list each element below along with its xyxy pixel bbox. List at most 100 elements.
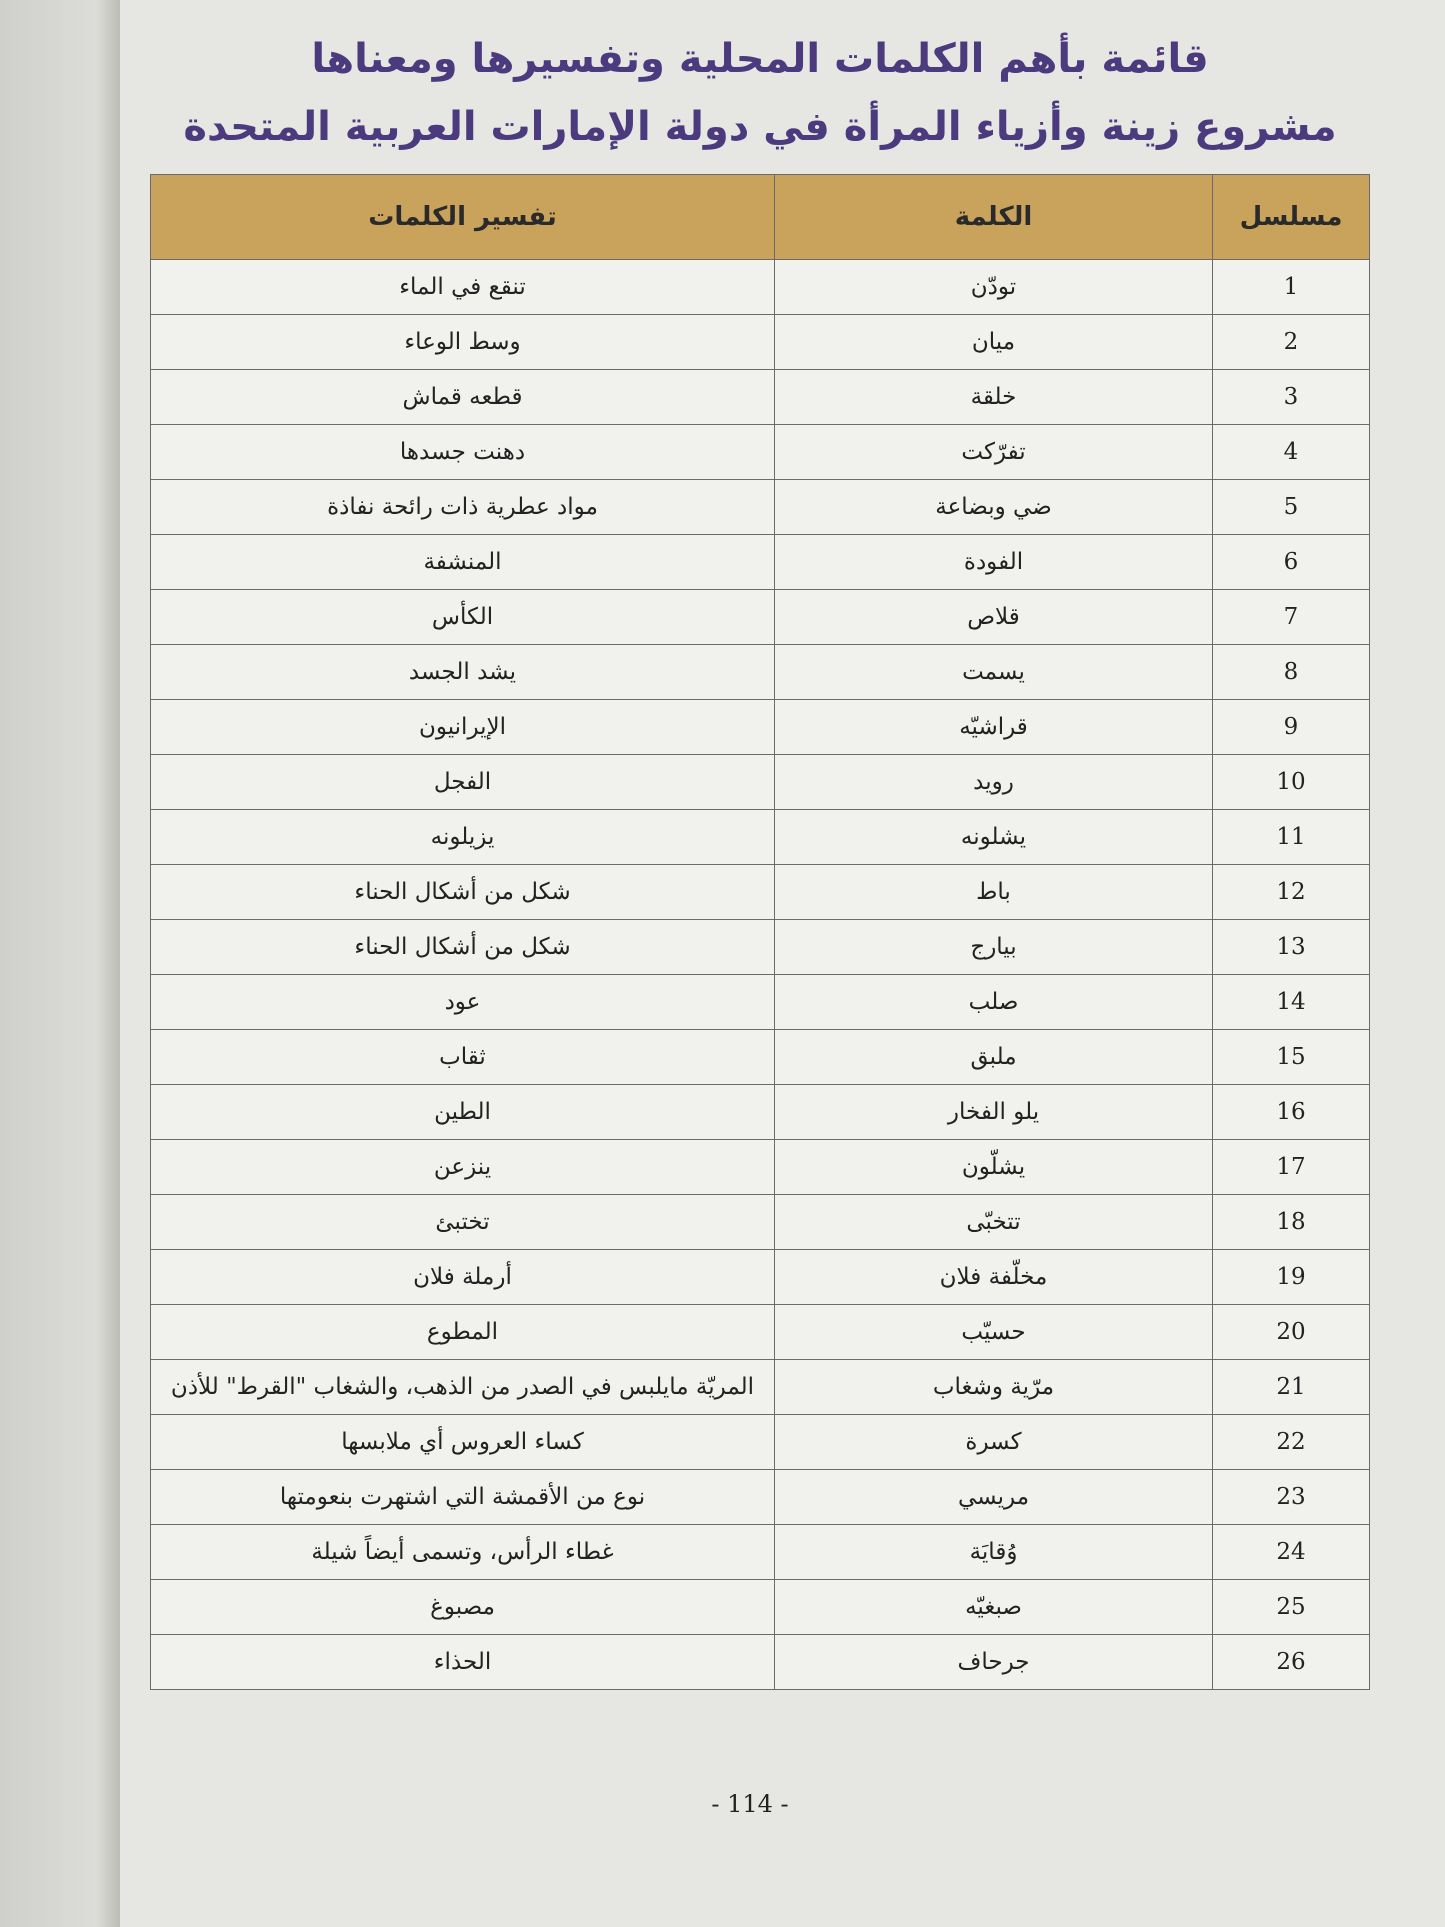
header-row: مسلسل الكلمة تفسير الكلمات: [150, 174, 1370, 260]
meaning-cell: الحذاء: [150, 1634, 775, 1690]
column-header: الكلمة: [774, 174, 1213, 260]
serial-cell: 26: [1212, 1634, 1370, 1690]
word-cell: تودّن: [774, 259, 1213, 315]
table-row: 1 تودّن تنقع في الماء: [150, 259, 1370, 315]
word-cell: الفودة: [774, 534, 1213, 590]
table-row: 23 مريسي نوع من الأقمشة التي اشتهرت بنعومت…: [150, 1469, 1370, 1525]
meaning-cell: الإيرانيون: [150, 699, 775, 755]
word-cell: يشلّون: [774, 1139, 1213, 1195]
word-cell: يسمت: [774, 644, 1213, 700]
word-cell: يشلونه: [774, 809, 1213, 865]
meaning-cell: كساء العروس أي ملابسها: [150, 1414, 775, 1470]
serial-cell: 5: [1212, 479, 1370, 535]
table-row: 17 يشلّون ينزعن: [150, 1139, 1370, 1195]
serial-cell: 19: [1212, 1249, 1370, 1305]
meaning-cell: دهنت جسدها: [150, 424, 775, 480]
table-row: 25 صبغيّه مصبوغ: [150, 1579, 1370, 1635]
serial-cell: 7: [1212, 589, 1370, 645]
word-cell: تتخبّى: [774, 1194, 1213, 1250]
table-row: 7 قلاص الكأس: [150, 589, 1370, 645]
table-row: 20 حسيّب المطوع: [150, 1304, 1370, 1360]
word-cell: جرحاف: [774, 1634, 1213, 1690]
meaning-cell: تنقع في الماء: [150, 259, 775, 315]
meaning-cell: الكأس: [150, 589, 775, 645]
word-cell: مخلّفة فلان: [774, 1249, 1213, 1305]
table-row: 19 مخلّفة فلان أرملة فلان: [150, 1249, 1370, 1305]
table-row: 2 ميان وسط الوعاء: [150, 314, 1370, 370]
table-row: 24 وُقايَة غطاء الرأس، وتسمى أيضاً شيلة: [150, 1524, 1370, 1580]
table-row: 4 تفرّكت دهنت جسدها: [150, 424, 1370, 480]
table-row: 14 صلب عود: [150, 974, 1370, 1030]
meaning-cell: المنشفة: [150, 534, 775, 590]
word-cell: صبغيّه: [774, 1579, 1213, 1635]
meaning-cell: ينزعن: [150, 1139, 775, 1195]
meaning-cell: نوع من الأقمشة التي اشتهرت بنعومتها: [150, 1469, 775, 1525]
table-row: 3 خلقة قطعه قماش: [150, 369, 1370, 425]
meaning-cell: الطين: [150, 1084, 775, 1140]
meaning-cell: غطاء الرأس، وتسمى أيضاً شيلة: [150, 1524, 775, 1580]
word-cell: كسرة: [774, 1414, 1213, 1470]
serial-cell: 2: [1212, 314, 1370, 370]
serial-cell: 25: [1212, 1579, 1370, 1635]
column-header: مسلسل: [1212, 174, 1370, 260]
meaning-cell: الفجل: [150, 754, 775, 810]
page-number: - 114 -: [711, 1790, 789, 1818]
table-row: 11 يشلونه يزيلونه: [150, 809, 1370, 865]
serial-cell: 3: [1212, 369, 1370, 425]
serial-cell: 16: [1212, 1084, 1370, 1140]
word-cell: وُقايَة: [774, 1524, 1213, 1580]
word-cell: خلقة: [774, 369, 1213, 425]
word-cell: حسيّب: [774, 1304, 1213, 1360]
table-row: 16 يلو الفخار الطين: [150, 1084, 1370, 1140]
word-cell: رويد: [774, 754, 1213, 810]
word-cell: قراشيّه: [774, 699, 1213, 755]
meaning-cell: عود: [150, 974, 775, 1030]
meaning-cell: يزيلونه: [150, 809, 775, 865]
meaning-cell: يشد الجسد: [150, 644, 775, 700]
serial-cell: 17: [1212, 1139, 1370, 1195]
word-cell: يلو الفخار: [774, 1084, 1213, 1140]
meaning-cell: شكل من أشكال الحناء: [150, 919, 775, 975]
word-cell: ميان: [774, 314, 1213, 370]
word-cell: مرّية وشغاب: [774, 1359, 1213, 1415]
meaning-cell: مواد عطرية ذات رائحة نفاذة: [150, 479, 775, 535]
table-row: 15 ملبق ثقاب: [150, 1029, 1370, 1085]
word-table: مسلسل الكلمة تفسير الكلمات 1 تودّن تنقع في ا…: [150, 174, 1370, 1690]
serial-cell: 8: [1212, 644, 1370, 700]
table-row: 22 كسرة كساء العروس أي ملابسها: [150, 1414, 1370, 1470]
serial-cell: 11: [1212, 809, 1370, 865]
serial-cell: 15: [1212, 1029, 1370, 1085]
table-row: 9 قراشيّه الإيرانيون: [150, 699, 1370, 755]
serial-cell: 9: [1212, 699, 1370, 755]
meaning-cell: قطعه قماش: [150, 369, 775, 425]
serial-cell: 14: [1212, 974, 1370, 1030]
meaning-cell: شكل من أشكال الحناء: [150, 864, 775, 920]
table-row: 13 بيارج شكل من أشكال الحناء: [150, 919, 1370, 975]
word-cell: ضي وبضاعة: [774, 479, 1213, 535]
meaning-cell: المريّة مايلبس في الصدر من الذهب، والشغا…: [150, 1359, 775, 1415]
table-row: 5 ضي وبضاعة مواد عطرية ذات رائحة نفاذة: [150, 479, 1370, 535]
word-cell: قلاص: [774, 589, 1213, 645]
serial-cell: 23: [1212, 1469, 1370, 1525]
table-row: 18 تتخبّى تختبئ: [150, 1194, 1370, 1250]
meaning-cell: تختبئ: [150, 1194, 775, 1250]
meaning-cell: مصبوغ: [150, 1579, 775, 1635]
serial-cell: 18: [1212, 1194, 1370, 1250]
table-row: 26 جرحاف الحذاء: [150, 1634, 1370, 1690]
serial-cell: 22: [1212, 1414, 1370, 1470]
word-cell: صلب: [774, 974, 1213, 1030]
serial-cell: 24: [1212, 1524, 1370, 1580]
serial-cell: 10: [1212, 754, 1370, 810]
facing-page-edge: [0, 0, 120, 1927]
word-cell: مريسي: [774, 1469, 1213, 1525]
table-row: 6 الفودة المنشفة: [150, 534, 1370, 590]
meaning-cell: ثقاب: [150, 1029, 775, 1085]
table-row: 21 مرّية وشغاب المريّة مايلبس في الصدر من …: [150, 1359, 1370, 1415]
subtitle: مشروع زينة وأزياء المرأة في دولة الإمارا…: [183, 104, 1337, 150]
serial-cell: 6: [1212, 534, 1370, 590]
serial-cell: 13: [1212, 919, 1370, 975]
word-cell: باط: [774, 864, 1213, 920]
word-cell: بيارج: [774, 919, 1213, 975]
word-cell: تفرّكت: [774, 424, 1213, 480]
table-row: 8 يسمت يشد الجسد: [150, 644, 1370, 700]
